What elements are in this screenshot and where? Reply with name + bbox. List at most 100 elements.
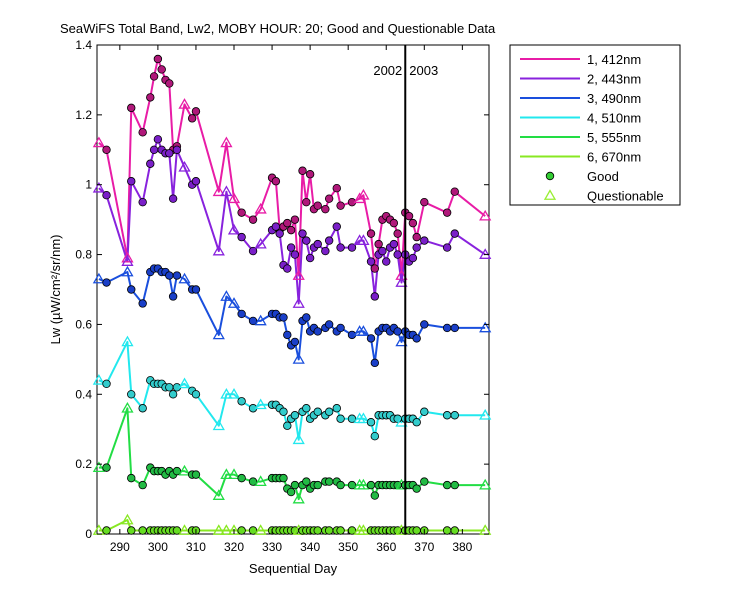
data-point-good: [248, 246, 258, 256]
data-point-good: [283, 421, 292, 430]
data-point-good: [138, 404, 147, 413]
data-point-questionable: [92, 136, 106, 148]
data-point-good: [286, 225, 296, 235]
data-point-good: [332, 222, 341, 231]
data-point-good: [191, 107, 201, 116]
data-point-questionable: [292, 269, 305, 280]
legend-label-3: 3, 490nm: [587, 91, 641, 106]
data-point-questionable: [92, 272, 106, 284]
data-point-questionable: [227, 192, 241, 204]
year-label-right: 2003: [409, 63, 438, 78]
data-point-questionable: [212, 185, 225, 197]
data-point-good: [172, 466, 182, 476]
data-point-questionable: [92, 461, 106, 473]
data-point-good: [248, 316, 258, 326]
data-point-good: [313, 407, 322, 416]
data-point-questionable: [227, 223, 241, 235]
data-point-good: [187, 114, 197, 123]
data-point-good: [102, 379, 111, 389]
data-point-good: [336, 201, 345, 210]
data-point-questionable: [178, 272, 191, 284]
data-point-good: [305, 170, 315, 179]
data-point-good: [366, 334, 376, 343]
data-point-good: [237, 208, 246, 217]
data-point-good: [313, 480, 322, 490]
y-axis: 0 0.2 0.4 0.6 0.8 1 1.2 1.4: [75, 38, 489, 541]
data-point-good: [172, 526, 182, 535]
x-tick-label: 310: [186, 540, 206, 554]
data-point-good: [321, 246, 330, 256]
x-tick-label: 360: [376, 540, 396, 554]
data-point-good: [324, 236, 334, 245]
data-point-questionable: [92, 374, 106, 385]
data-point-good: [127, 390, 136, 399]
data-point-good: [442, 208, 452, 217]
data-point-questionable: [254, 475, 267, 487]
data-point-good: [191, 390, 201, 399]
data-point-good: [149, 145, 159, 154]
data-point-good: [248, 215, 258, 224]
data-point-good: [347, 243, 357, 252]
data-point-good: [420, 477, 429, 486]
data-point-good: [290, 480, 300, 490]
data-point-good: [127, 285, 136, 294]
data-point-questionable: [220, 524, 233, 535]
data-point-good: [321, 204, 330, 214]
x-axis: 290 300 310 320 330 340 350 360 370 380: [110, 45, 473, 554]
data-point-questionable: [479, 478, 492, 490]
data-point-good: [374, 239, 383, 249]
data-point-good: [279, 473, 288, 483]
data-point-questionable: [178, 377, 191, 389]
data-point-good: [191, 285, 201, 294]
data-point-good: [347, 414, 357, 423]
data-point-good: [275, 229, 284, 238]
data-point-good: [332, 184, 341, 193]
data-point-questionable: [212, 524, 225, 535]
data-point-good: [271, 222, 281, 231]
data-point-good: [102, 526, 111, 535]
data-point-good: [302, 313, 311, 322]
data-point-good: [290, 215, 300, 224]
data-point-good: [336, 243, 345, 252]
data-point-good: [283, 218, 292, 228]
data-point-questionable: [292, 433, 305, 445]
data-point-questionable: [121, 335, 134, 347]
data-point-good: [313, 327, 322, 336]
data-point-good: [347, 480, 357, 490]
data-point-good: [165, 383, 174, 392]
data-point-questionable: [227, 468, 241, 480]
data-point-good: [366, 229, 376, 238]
data-point-questionable: [357, 524, 370, 535]
data-point-good: [450, 187, 459, 196]
data-point-questionable: [395, 269, 408, 280]
data-point-good: [302, 197, 311, 207]
y-tick-label: 1.4: [75, 38, 92, 52]
data-point-good: [279, 407, 288, 416]
legend: 1, 412nm 2, 443nm 3, 490nm 4, 510nm 5, 555nm…: [509, 44, 681, 206]
legend-label-2: 2, 443nm: [587, 72, 641, 87]
data-point-good: [237, 397, 246, 406]
data-point-questionable: [212, 328, 225, 340]
y-tick-label: 0.8: [75, 248, 92, 262]
data-point-good: [450, 229, 459, 238]
data-point-good: [389, 239, 399, 249]
chart-title: SeaWiFS Total Band, Lw2, MOBY HOUR: 20; …: [60, 21, 496, 36]
data-point-good: [336, 414, 345, 423]
data-point-good: [370, 264, 380, 273]
data-point-good: [420, 320, 429, 329]
data-point-good: [412, 232, 421, 242]
data-point-good: [302, 477, 311, 486]
data-point-questionable: [178, 464, 191, 476]
data-point-good: [313, 201, 322, 210]
data-point-good: [149, 72, 159, 81]
data-point-good: [324, 477, 334, 486]
legend-marker-good: [545, 171, 555, 181]
x-tick-label: 330: [262, 540, 282, 554]
data-point-good: [157, 65, 166, 74]
data-point-good: [332, 404, 341, 413]
data-point-good: [146, 159, 155, 168]
data-point-good: [450, 323, 459, 333]
data-point-good: [168, 390, 178, 399]
data-point-good: [393, 250, 402, 259]
data-point-good: [290, 411, 300, 420]
